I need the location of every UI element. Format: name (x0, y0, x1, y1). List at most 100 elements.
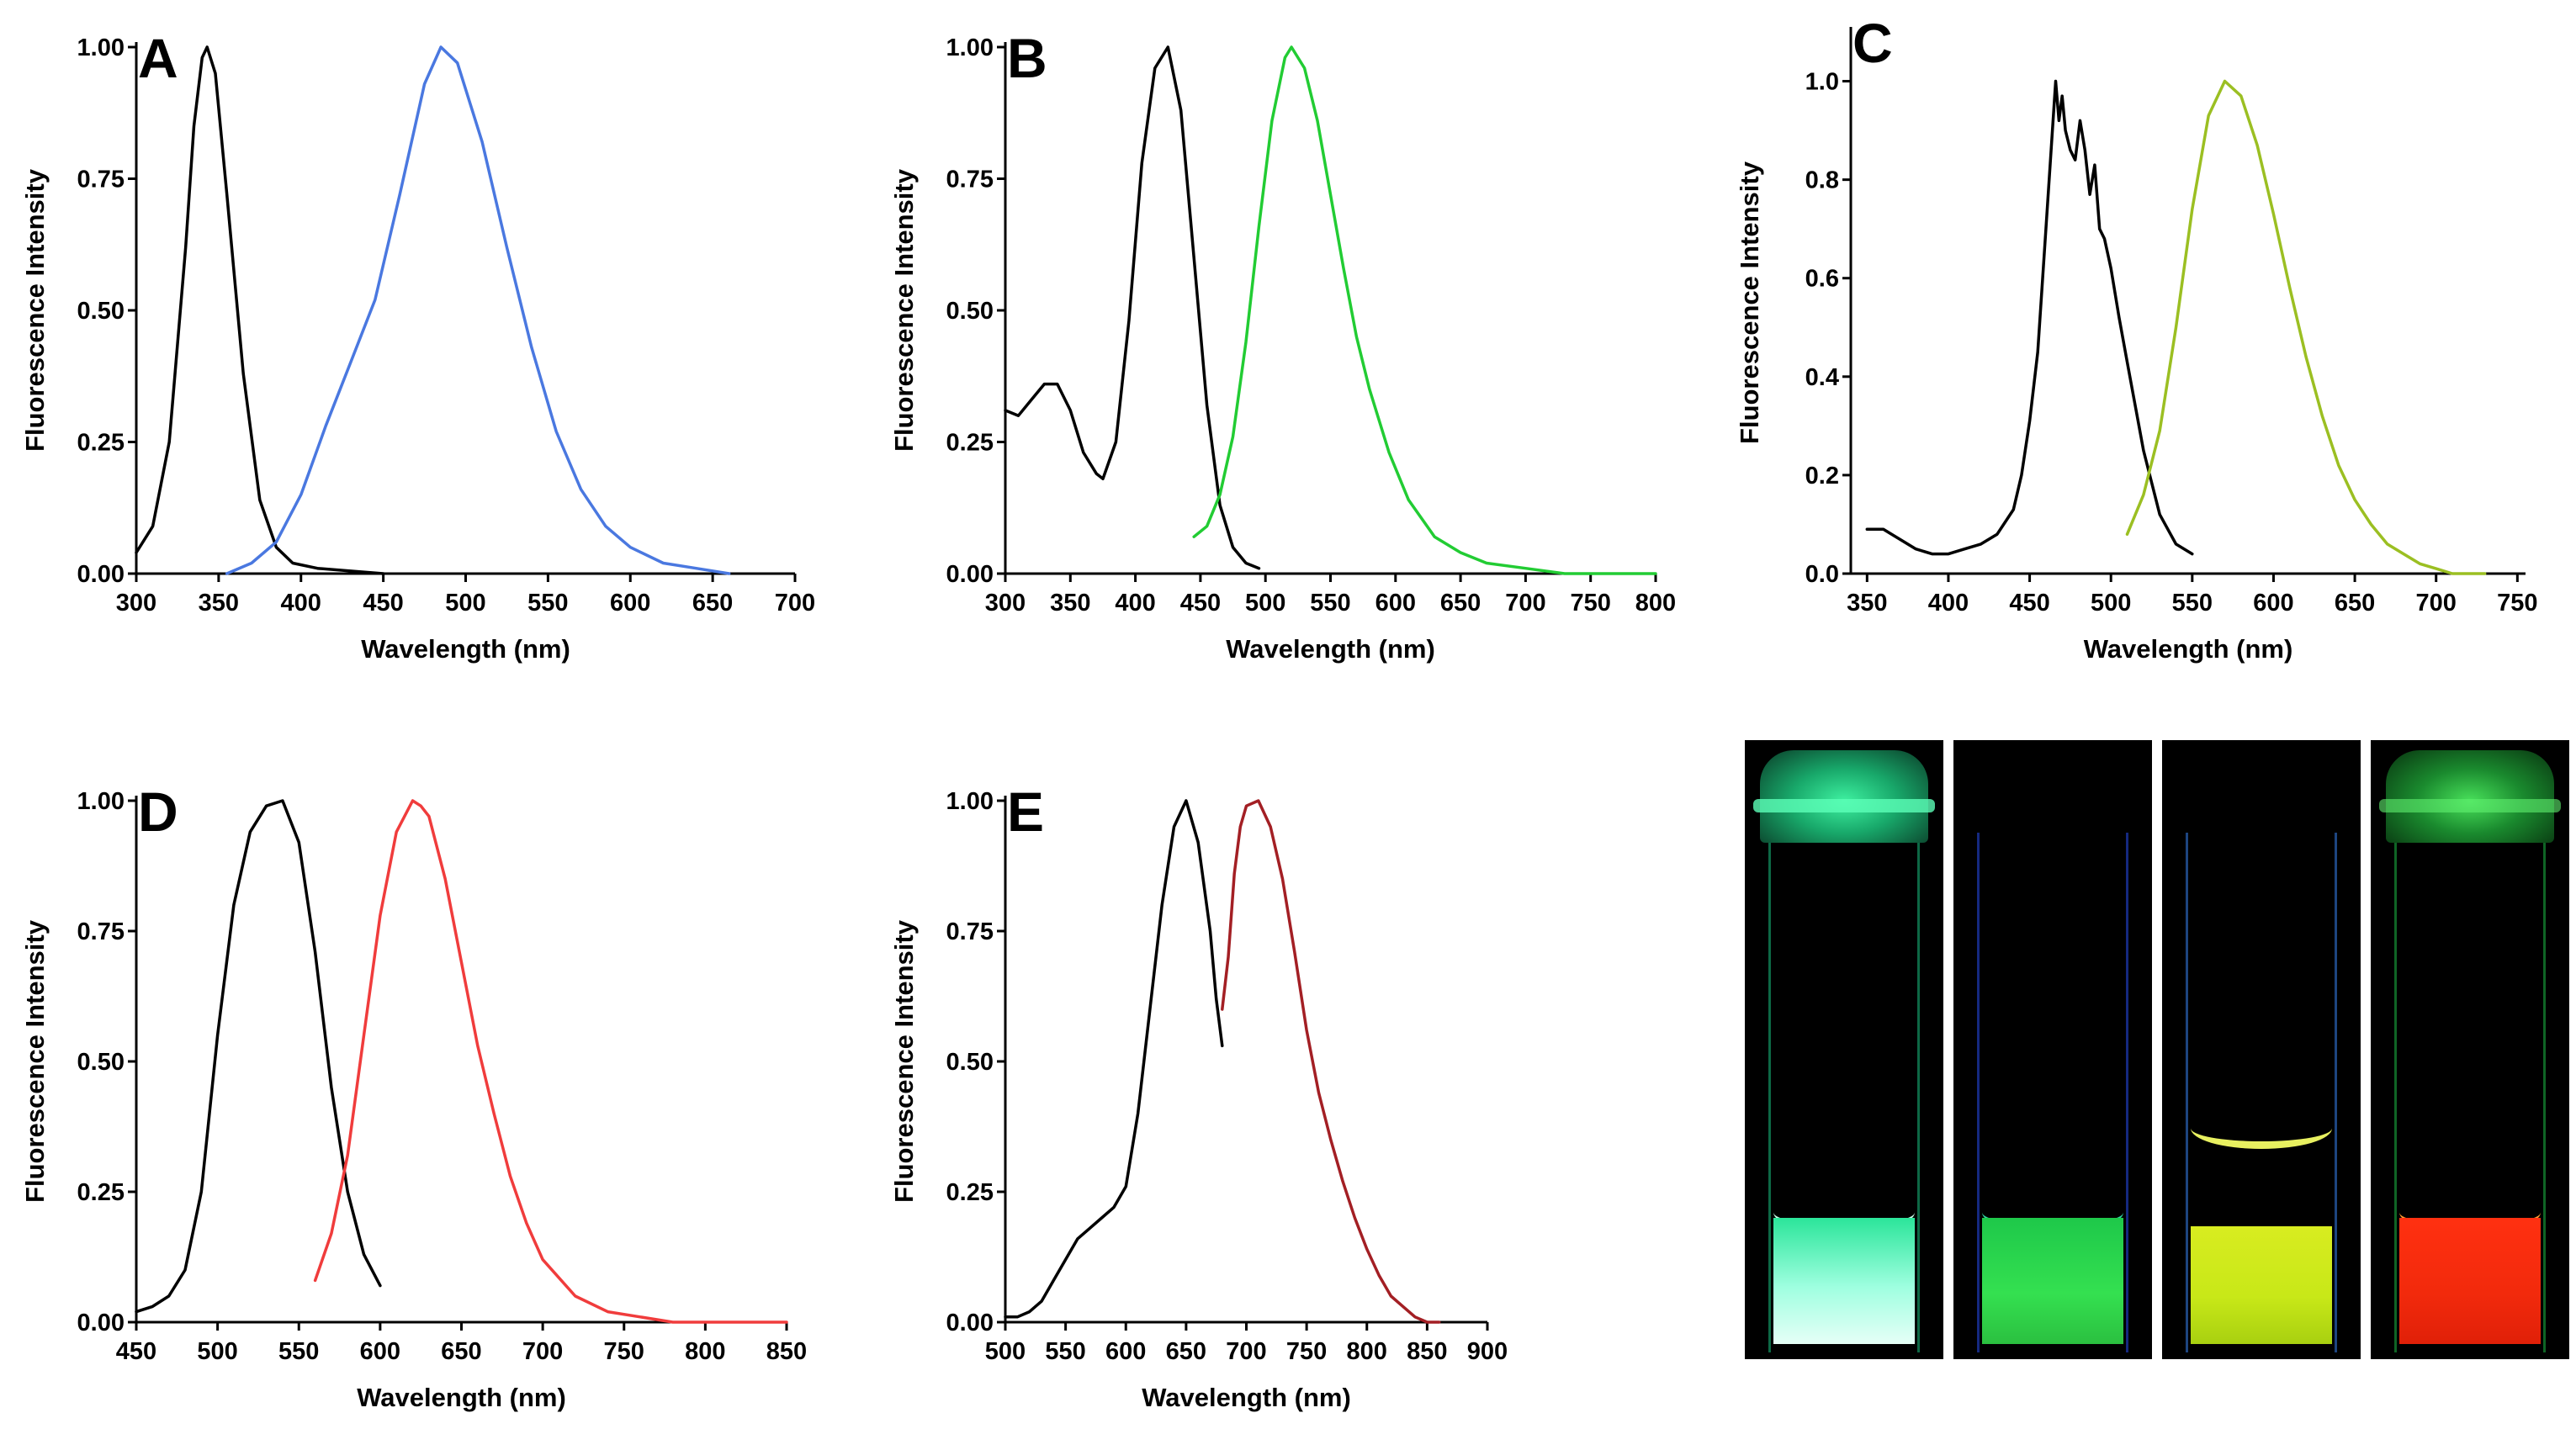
panel-letter: C (1852, 12, 1893, 74)
y-tick-label: 0.00 (77, 561, 125, 588)
series-line-2 (313, 799, 788, 1324)
series-line-2 (1221, 799, 1441, 1324)
series-line-2 (2125, 79, 2487, 575)
x-tick-label: 550 (527, 590, 568, 617)
y-tick-label: 0.00 (77, 1310, 125, 1336)
y-tick-label: 1.00 (77, 34, 125, 61)
x-tick-label: 450 (1180, 590, 1221, 617)
x-tick-label: 750 (1286, 1338, 1327, 1365)
chart-panel-a: 300 350 400 450 500 550 600 650 700 0.00 0.25 0.50 0… (20, 27, 815, 664)
x-tick-label: 600 (610, 590, 650, 617)
y-axis-label: Fluorescence Intensity (20, 168, 50, 452)
x-tick-label: 800 (1635, 590, 1676, 617)
y-tick-label: 0.50 (946, 298, 994, 325)
y-tick-label: 0.25 (77, 430, 125, 457)
x-tick-label: 750 (2497, 590, 2537, 617)
vial-photograph (1745, 740, 2569, 1359)
x-axis-label: Wavelength (nm) (1142, 1383, 1351, 1412)
x-tick-label: 550 (1310, 590, 1350, 617)
x-tick-label: 500 (445, 590, 485, 617)
series-line-1 (1004, 45, 1261, 570)
x-tick-label: 350 (1847, 590, 1887, 617)
y-tick-label: 0.4 (1805, 364, 1839, 391)
panel-letter: E (1007, 781, 1044, 843)
x-tick-label: 500 (2091, 590, 2131, 617)
panel-letter: D (138, 781, 178, 843)
x-tick-label: 600 (2253, 590, 2293, 617)
x-tick-label: 700 (1226, 1338, 1266, 1365)
series-line-1 (1004, 799, 1224, 1319)
y-tick-label: 0.25 (946, 1179, 994, 1206)
x-tick-label: 700 (522, 1338, 563, 1365)
x-tick-label: 500 (197, 1338, 237, 1365)
y-tick-label: 0.50 (77, 1049, 125, 1076)
series-line-2 (225, 45, 731, 575)
panel-letter: B (1007, 27, 1047, 89)
y-tick-label: 1.00 (946, 34, 994, 61)
y-tick-label: 1.00 (77, 788, 125, 815)
y-tick-label: 0.0 (1805, 561, 1839, 588)
y-tick-label: 0.50 (77, 298, 125, 325)
x-tick-label: 650 (2335, 590, 2375, 617)
x-tick-label: 650 (1166, 1338, 1206, 1365)
x-tick-label: 700 (775, 590, 815, 617)
series-line-1 (135, 799, 382, 1314)
x-tick-label: 800 (1347, 1338, 1387, 1365)
x-tick-label: 400 (1115, 590, 1155, 617)
series-line-2 (1192, 45, 1657, 575)
x-tick-label: 350 (1050, 590, 1090, 617)
x-tick-label: 650 (1440, 590, 1481, 617)
panel-letter: A (138, 27, 178, 89)
y-tick-label: 0.50 (946, 1049, 994, 1076)
x-axis-label: Wavelength (nm) (1226, 634, 1435, 664)
x-axis-label: Wavelength (nm) (357, 1383, 566, 1412)
y-tick-label: 0.75 (77, 167, 125, 193)
x-tick-label: 600 (1375, 590, 1416, 617)
x-tick-label: 750 (1571, 590, 1611, 617)
y-tick-label: 0.25 (946, 430, 994, 457)
y-axis-label: Fluorescence Intensity (889, 168, 919, 452)
x-tick-label: 550 (278, 1338, 319, 1365)
chart-panel-b: 300 350 400 450 500 550 600 650 700 750 800 0.00 0.2… (889, 27, 1676, 664)
y-axis-label: Fluorescence Intensity (20, 919, 50, 1203)
y-tick-label: 0.8 (1805, 167, 1839, 194)
x-axis-label: Wavelength (nm) (2084, 634, 2293, 664)
x-axis-label: Wavelength (nm) (361, 634, 570, 664)
x-tick-label: 800 (685, 1338, 725, 1365)
x-tick-label: 550 (1045, 1338, 1085, 1365)
y-axis-label: Fluorescence Intensity (889, 919, 919, 1203)
y-tick-label: 1.0 (1805, 69, 1839, 96)
chart-panel-c: 350 400 450 500 550 600 650 700 750 0.0 0.2 0.4 0.6 0… (1735, 12, 2538, 664)
y-tick-label: 0.2 (1805, 463, 1839, 490)
x-tick-label: 300 (985, 590, 1026, 617)
y-tick-label: 0.75 (946, 918, 994, 945)
y-axis-label: Fluorescence Intensity (1735, 161, 1764, 444)
x-tick-label: 700 (2416, 590, 2457, 617)
x-tick-label: 350 (199, 590, 239, 617)
y-tick-label: 0.75 (946, 167, 994, 193)
vial-2 (1953, 740, 2152, 1359)
x-tick-label: 400 (281, 590, 321, 617)
series-line-1 (135, 45, 385, 575)
x-tick-label: 400 (1928, 590, 1969, 617)
x-tick-label: 500 (985, 1338, 1026, 1365)
y-tick-label: 1.00 (946, 788, 994, 815)
x-tick-label: 850 (766, 1338, 807, 1365)
y-tick-label: 0.75 (77, 918, 125, 945)
x-tick-label: 450 (363, 590, 403, 617)
y-tick-label: 0.6 (1805, 266, 1839, 293)
chart-panel-e: 500 550 600 650 700 750 800 850 900 0.00 0.25 0.50 0… (889, 781, 1508, 1412)
x-tick-label: 450 (2009, 590, 2049, 617)
vial-4 (2371, 740, 2569, 1359)
x-tick-label: 600 (1105, 1338, 1146, 1365)
x-tick-label: 700 (1505, 590, 1545, 617)
x-tick-label: 650 (441, 1338, 481, 1365)
vial-1 (1745, 740, 1943, 1359)
y-tick-label: 0.25 (77, 1179, 125, 1206)
y-tick-label: 0.00 (946, 1310, 994, 1336)
x-tick-label: 650 (692, 590, 733, 617)
x-tick-label: 600 (360, 1338, 400, 1365)
series-line-1 (1865, 79, 2194, 556)
x-tick-label: 750 (604, 1338, 644, 1365)
